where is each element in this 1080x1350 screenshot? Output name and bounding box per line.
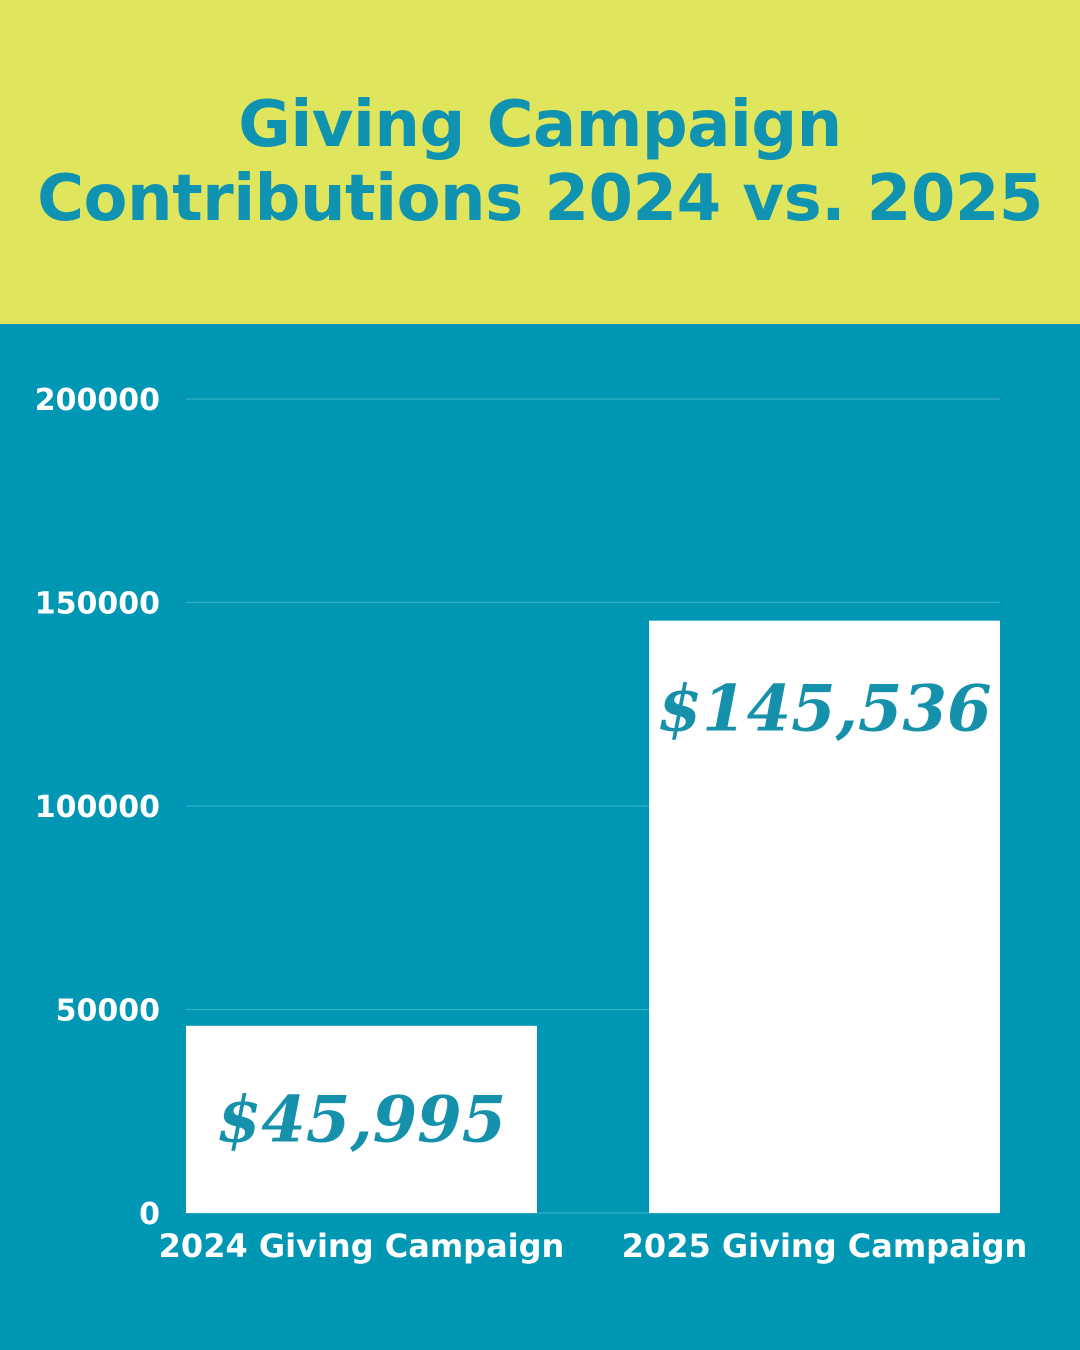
chart-title-line-1: Giving Campaign — [238, 88, 842, 162]
bar-1 — [186, 1025, 537, 1213]
bar-2 — [649, 620, 1000, 1213]
y-tick-label: 100000 — [35, 790, 160, 825]
y-tick-label: 0 — [139, 1197, 160, 1232]
title-banner: Giving Campaign Contributions 2024 vs. 2… — [0, 0, 1080, 324]
bar-chart: 0 50000 100000 150000 200000 $45,995 2024 Givi… — [35, 383, 1028, 1265]
chart-panel: 0 50000 100000 150000 200000 $45,995 2024 Givi… — [0, 324, 1080, 1350]
y-tick-label: 150000 — [35, 587, 160, 622]
y-tick-label: 200000 — [35, 383, 160, 418]
y-tick-label: 50000 — [56, 994, 160, 1029]
bar-value-label: $45,995 — [217, 1082, 506, 1157]
x-category-label: 2024 Giving Campaign — [159, 1227, 565, 1265]
bar-value-label: $145,536 — [658, 672, 992, 747]
chart-title-line-2: Contributions 2024 vs. 2025 — [37, 162, 1043, 236]
x-category-label: 2025 Giving Campaign — [622, 1227, 1028, 1265]
